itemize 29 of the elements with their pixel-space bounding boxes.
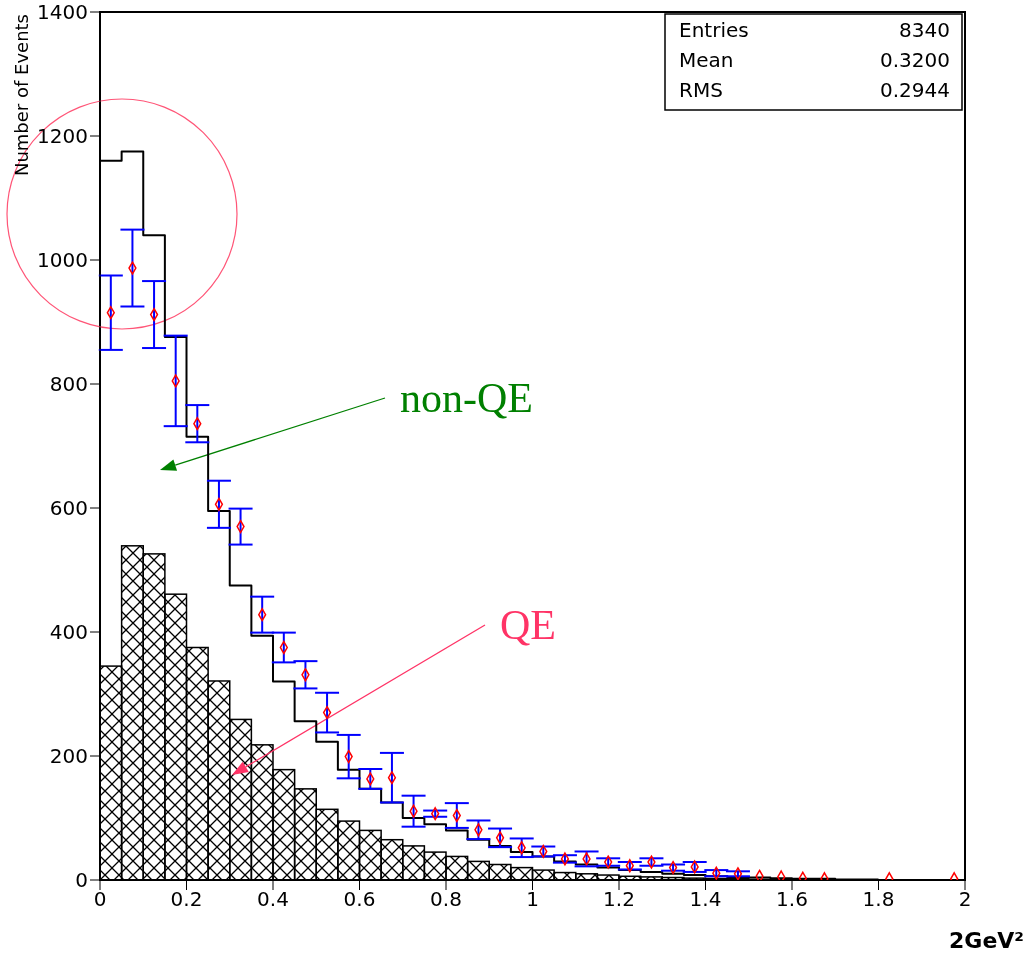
y-tick-label: 1000: [37, 248, 88, 273]
y-tick-label: 200: [49, 744, 88, 769]
y-tick-label: 400: [49, 620, 88, 645]
y-tick-label: 0: [75, 868, 88, 893]
annotation: RMS: [679, 78, 723, 102]
annotation: 0.3200: [880, 48, 950, 72]
annotation: QE: [500, 602, 556, 648]
y-tick-label: 800: [49, 372, 88, 397]
y-tick-label: 1200: [37, 124, 88, 149]
x-tick-label: 0: [93, 887, 107, 912]
x-tick-label: 0.2: [170, 887, 203, 912]
annotation: 8340: [899, 18, 950, 42]
x-tick-label: 1.6: [776, 887, 808, 912]
y-tick-label: 600: [49, 496, 88, 521]
annotation: 0.2944: [880, 78, 950, 102]
x-tick-label: 0.4: [257, 887, 289, 912]
x-axis-title: 2GeV²: [949, 928, 1024, 953]
x-tick-label: 2: [958, 887, 972, 912]
annotation: Entries: [679, 18, 749, 42]
x-tick-label: 1.4: [689, 887, 722, 912]
x-tick-label: 0.6: [343, 887, 376, 912]
x-tick-label: 1.8: [862, 887, 895, 912]
annotation: non-QE: [400, 375, 533, 421]
x-tick-label: 0.8: [430, 887, 462, 912]
y-tick-label: 1400: [37, 0, 88, 25]
annotation: Mean: [679, 48, 734, 72]
x-tick-label: 1.2: [603, 887, 635, 912]
x-tick-label: 1: [526, 887, 539, 912]
y-axis-title: Number of Events: [11, 14, 32, 177]
